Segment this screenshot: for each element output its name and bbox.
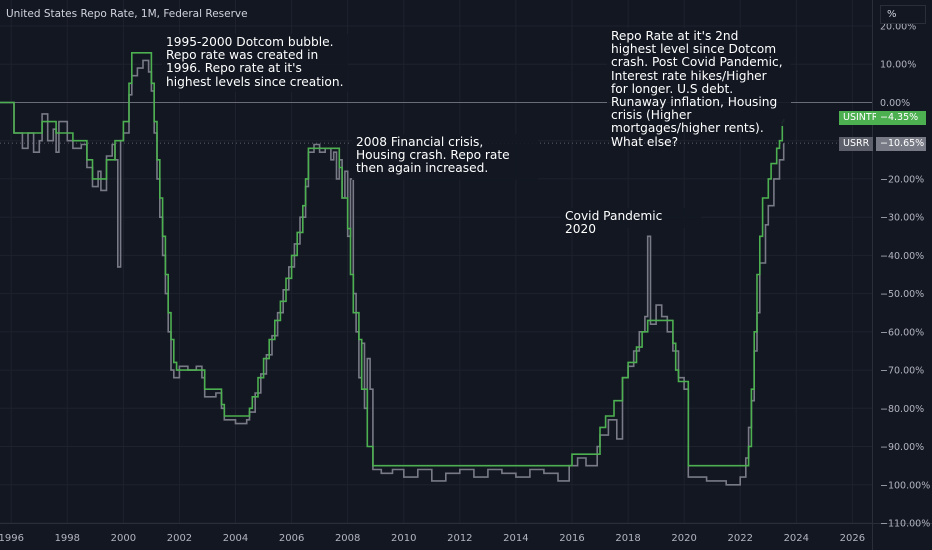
x-tick-label: 2024 <box>784 533 809 544</box>
x-tick-label: 2006 <box>279 533 304 544</box>
x-tick-label: 2020 <box>671 533 696 544</box>
y-tick-label: −70.00% <box>880 366 924 377</box>
y-tick-label: −20.00% <box>880 174 924 185</box>
x-tick-label: 2002 <box>167 533 192 544</box>
y-tick-label: −50.00% <box>880 289 924 300</box>
series-tag-usintr: USINTR <box>839 111 883 125</box>
x-tick-label: 2014 <box>503 533 528 544</box>
series-tag-usrr: USRR <box>839 137 874 151</box>
x-tick-label: 2010 <box>391 533 416 544</box>
y-tick-label: −90.00% <box>880 442 924 453</box>
y-tick-label: −100.00% <box>880 480 930 491</box>
y-tick-label: −110.00% <box>880 519 930 530</box>
series-line-usintr <box>0 52 785 467</box>
x-tick-label: 2000 <box>111 533 136 544</box>
annotation-covid: Covid Pandemic 2020 <box>561 208 701 236</box>
annotation-dotcom: 1995-2000 Dotcom bubble. Repo rate was c… <box>162 34 348 92</box>
x-tick-label: 2016 <box>559 533 584 544</box>
y-tick-label: −60.00% <box>880 327 924 338</box>
x-tick-label: 2026 <box>840 533 865 544</box>
series-value-usintr: −4.35% <box>876 111 926 125</box>
y-tick-label: 20.00% <box>880 22 916 33</box>
unit-toggle-button[interactable]: % <box>880 5 926 24</box>
x-tick-label: 1998 <box>55 533 80 544</box>
chart-title: United States Repo Rate, 1M, Federal Res… <box>6 8 248 20</box>
y-tick-label: −80.00% <box>880 404 924 415</box>
y-tick-label: −40.00% <box>880 251 924 262</box>
x-tick-label: 1996 <box>0 533 24 544</box>
y-tick-label: 10.00% <box>880 60 916 71</box>
series-line-usrr <box>0 59 785 486</box>
y-tick-label: 0.00% <box>880 98 910 109</box>
x-tick-label: 2022 <box>727 533 752 544</box>
annotation-current: Repo Rate at it's 2nd highest level sinc… <box>607 28 791 148</box>
annotation-financial-crisis: 2008 Financial crisis, Housing crash. Re… <box>352 134 538 180</box>
x-tick-label: 2012 <box>447 533 472 544</box>
x-tick-label: 2008 <box>335 533 360 544</box>
x-tick-label: 2004 <box>223 533 248 544</box>
series-value-usrr: −10.65% <box>876 137 926 151</box>
x-tick-label: 2018 <box>615 533 640 544</box>
y-tick-label: −30.00% <box>880 213 924 224</box>
